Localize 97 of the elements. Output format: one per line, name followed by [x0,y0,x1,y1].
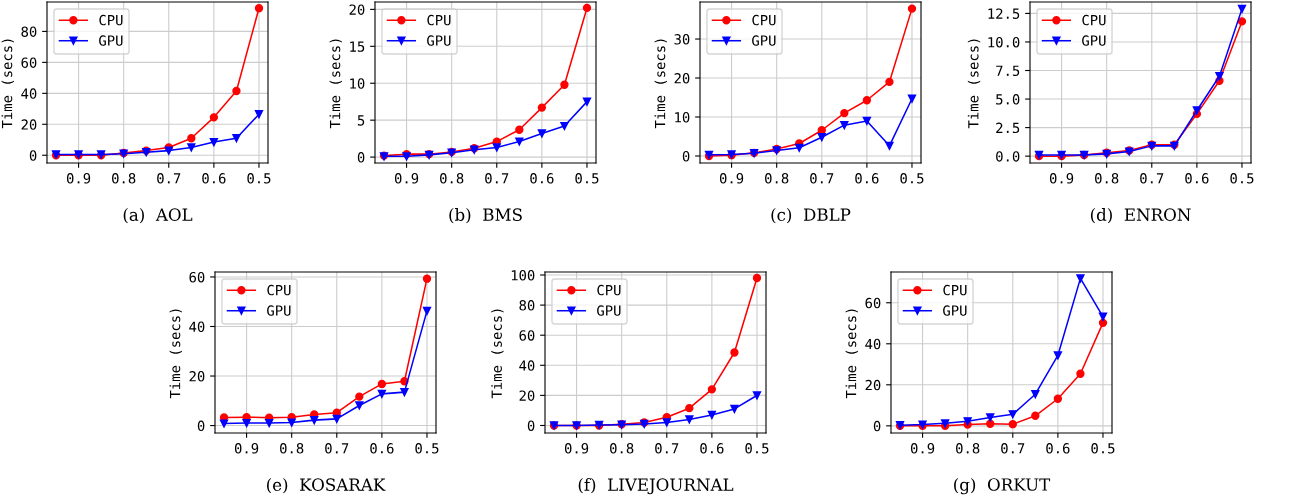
legend-label: GPU [267,305,291,316]
y-tick-label: 0 [527,420,535,431]
y-tick-label: 40 [519,360,535,371]
y-axis-title: Time (secs) [1,39,14,129]
x-tick-label: 0.7 [1140,173,1164,184]
x-tick-label: 0.7 [810,173,834,184]
y-tick-label: 5 [357,115,365,126]
y-tick-label: 60 [21,57,37,68]
y-tick-label: 12.5 [988,8,1020,19]
x-tick-label: 0.9 [234,443,259,454]
x-tick-label: 0.9 [66,173,91,184]
y-tick-label: 10 [350,78,365,89]
y-tick-label: 20 [21,119,37,130]
x-tick-label: 0.8 [610,443,634,454]
text: (c) DBLP [771,208,851,224]
legend-label: CPU [752,14,776,26]
x-tick-label: 0.6 [202,173,226,184]
y-axis-title: Time (secs) [845,309,858,399]
x-tick-label: 0.7 [655,443,679,454]
text: (e) KOSARAK [267,478,386,494]
y-tick-label: 0 [873,420,881,432]
legend-label: GPU [943,305,967,316]
x-tick-label: 0.9 [564,443,589,454]
x-tick-label: 0.8 [112,173,136,184]
x-tick-label: 0.8 [440,173,464,184]
y-axis-title: Time (secs) [169,309,182,399]
legend-label: CPU [597,284,621,296]
text: (g) ORKUT [954,477,1051,495]
x-tick-label: 0.6 [1185,173,1209,184]
x-tick-label: 0.7 [485,173,509,184]
x-tick-label: 0.7 [325,443,349,454]
y-tick-label: 0.0 [996,151,1020,162]
y-tick-label: 60 [189,271,205,283]
x-tick-label: 0.5 [1091,443,1115,454]
y-tick-label: 0 [682,150,690,162]
legend-label: GPU [1082,35,1106,46]
y-tick-label: 80 [21,26,37,37]
y-tick-label: 0 [357,152,365,163]
x-tick-label: 0.6 [700,443,724,454]
x-tick-label: 0.6 [855,173,879,184]
y-tick-label: 40 [865,338,881,350]
x-tick-label: 0.8 [280,443,304,454]
x-tick-label: 0.8 [765,173,789,184]
y-tick-label: 100 [511,270,535,281]
text: (a) AOL [123,208,193,224]
x-tick-label: 0.9 [910,443,935,454]
y-axis-title: Time (secs) [967,39,981,129]
x-tick-label: 0.9 [394,173,419,184]
y-tick-label: 20 [865,379,881,391]
y-tick-label: 10 [675,112,690,123]
text: (b) BMS [449,208,522,224]
legend-label: CPU [943,284,967,296]
y-tick-label: 60 [519,330,535,341]
y-tick-label: 5.0 [996,94,1020,105]
x-tick-label: 0.5 [247,173,271,184]
y-tick-label: 30 [674,34,690,45]
legend-label: CPU [99,14,123,26]
x-tick-label: 0.6 [530,173,554,184]
x-tick-label: 0.9 [719,173,744,184]
y-tick-label: 80 [519,300,535,311]
legend-label: GPU [99,35,123,46]
x-tick-label: 0.5 [1230,173,1254,184]
y-tick-label: 60 [865,297,881,309]
y-tick-label: 20 [674,73,690,84]
x-tick-label: 0.7 [157,173,181,184]
x-tick-label: 0.8 [956,443,980,454]
x-tick-label: 0.5 [900,173,924,184]
x-tick-label: 0.6 [370,443,394,454]
x-tick-label: 0.5 [745,443,769,454]
y-tick-label: 40 [21,88,37,99]
y-tick-label: 7.5 [996,65,1020,77]
y-tick-label: 0 [197,420,205,432]
y-tick-label: 2.5 [996,122,1020,134]
legend-label: CPU [267,284,291,296]
x-tick-label: 0.7 [1001,443,1025,454]
text: (f) LIVEJOURNAL [578,478,734,495]
y-tick-label: 20 [189,371,205,382]
x-tick-label: 0.6 [1046,443,1070,454]
x-tick-label: 0.8 [1095,173,1119,184]
legend-label: GPU [597,305,621,316]
y-tick-label: 10.0 [988,36,1020,48]
x-tick-label: 0.5 [415,443,439,454]
y-axis-title: Time (secs) [491,309,504,399]
x-tick-label: 0.5 [575,173,599,184]
y-tick-label: 20 [349,4,365,15]
y-tick-label: 0 [29,150,37,161]
text: (d) ENRON [1090,208,1191,224]
y-axis-title: Time (secs) [329,39,342,129]
legend-label: CPU [427,14,451,26]
y-tick-label: 40 [189,321,205,332]
legend-label: CPU [1082,14,1106,26]
x-tick-label: 0.9 [1049,173,1074,184]
y-tick-label: 15 [350,41,365,52]
y-tick-label: 20 [519,390,535,401]
legend-label: GPU [752,35,776,46]
legend-label: GPU [427,35,451,46]
y-axis-title: Time (secs) [654,39,667,129]
